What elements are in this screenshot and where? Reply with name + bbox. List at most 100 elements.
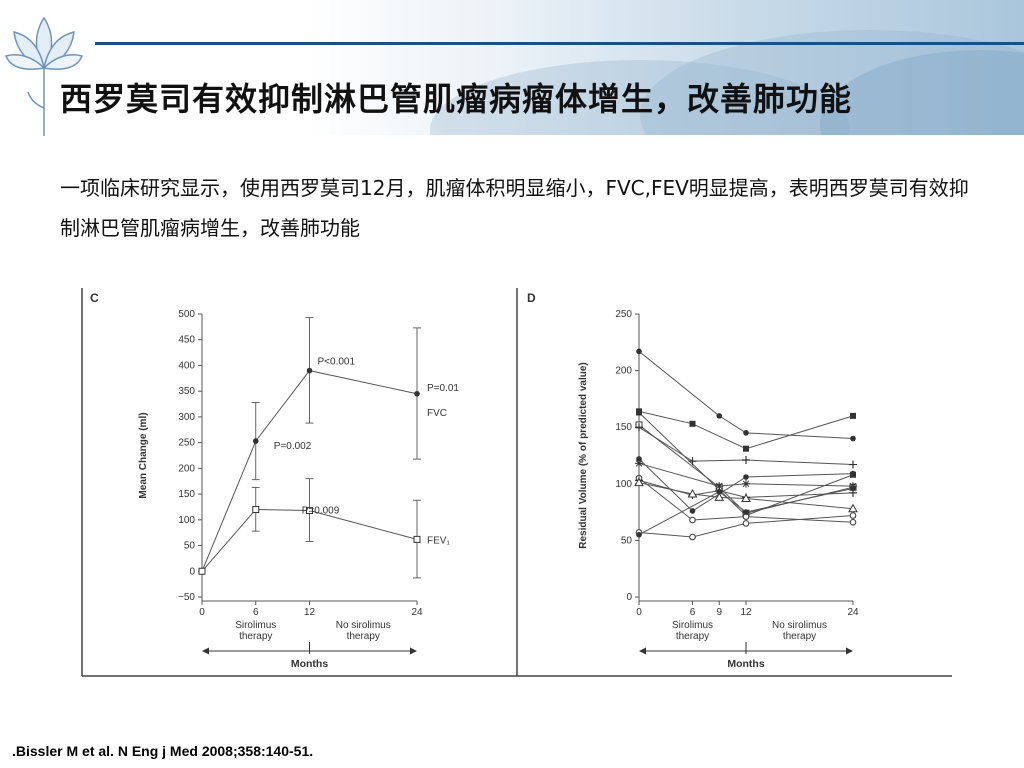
series-line — [638, 426, 854, 466]
phase-label: Sirolimus — [672, 620, 713, 631]
series-label: FEV₁ — [427, 535, 450, 546]
y-tick-label: 50 — [184, 541, 196, 552]
y-tick-label: 100 — [178, 515, 195, 526]
panel-c: C −50 0 50 100 150 200 250 300 350 400 450 500 0 6 12 24… — [90, 291, 459, 670]
data-point — [714, 492, 725, 501]
y-tick-label: 200 — [615, 366, 632, 377]
data-point — [850, 485, 856, 492]
y-tick-label: 200 — [178, 463, 195, 474]
data-point — [635, 423, 643, 432]
data-point — [743, 430, 749, 436]
data-point — [848, 503, 858, 513]
y-tick-label: 0 — [626, 592, 632, 603]
data-point — [716, 413, 723, 419]
panel-label: C — [90, 291, 99, 305]
x-axis-label: Months — [727, 658, 764, 670]
y-tick-label: 100 — [615, 479, 632, 490]
title-rule — [95, 42, 1024, 45]
data-point — [849, 512, 857, 519]
phase-label: No sirolimus — [336, 620, 391, 631]
series-line — [638, 410, 854, 450]
data-point — [198, 567, 206, 575]
x-tick-label: 0 — [636, 607, 642, 618]
series-line — [201, 509, 418, 572]
header-banner — [0, 0, 1024, 135]
y-tick-label: 350 — [178, 386, 195, 397]
series-line — [638, 462, 854, 487]
series-line — [201, 370, 418, 572]
data-point — [306, 367, 313, 374]
y-tick-label: 250 — [615, 309, 632, 320]
data-point — [252, 438, 259, 444]
p-value-label: P=0.009 — [302, 506, 340, 517]
data-point — [689, 516, 696, 524]
slide-body-text: 一项临床研究显示，使用西罗莫司12月，肌瘤体积明显缩小，FVC,FEV明显提高，… — [60, 176, 969, 240]
lotus-icon — [4, 16, 84, 136]
data-point — [636, 348, 642, 355]
data-point — [634, 477, 644, 487]
x-tick-label: 24 — [411, 607, 423, 618]
phase-label: Sirolimus — [235, 620, 276, 631]
panel-label: D — [527, 291, 536, 305]
data-point — [689, 420, 696, 427]
x-tick-label: 12 — [304, 607, 316, 618]
p-value-label: P=0.002 — [274, 441, 312, 452]
data-point — [850, 412, 856, 419]
data-point — [742, 520, 750, 527]
y-tick-label: 300 — [178, 412, 195, 423]
y-tick-label: 50 — [621, 535, 633, 546]
arrow-head-left — [639, 647, 646, 655]
data-point — [742, 456, 750, 465]
phase-label: No sirolimus — [772, 620, 827, 631]
data-point — [306, 507, 313, 515]
y-tick-label: 500 — [178, 309, 195, 320]
data-point — [716, 488, 723, 495]
data-point — [742, 479, 750, 488]
y-tick-label: 0 — [189, 566, 195, 577]
data-point — [414, 390, 420, 397]
series-label: FVC — [427, 408, 447, 419]
slide-title: 西罗莫司有效抑制淋巴管肌瘤病瘤体增生，改善肺功能 — [60, 80, 853, 118]
p-value-label: P<0.001 — [318, 357, 356, 368]
data-point — [635, 459, 643, 468]
data-point — [741, 493, 751, 503]
data-point — [715, 482, 724, 491]
x-axis-label: Months — [291, 658, 328, 670]
x-tick-label: 0 — [199, 607, 205, 618]
panel-d: D 0 50 100 150 200 250 0 6 9 12 24 Residual Volume (… — [527, 291, 859, 670]
y-tick-label: 150 — [178, 489, 195, 500]
y-tick-label: −50 — [178, 592, 195, 603]
x-tick-label: 12 — [740, 607, 752, 618]
y-tick-label: 250 — [178, 438, 195, 449]
arrow-head-right — [410, 647, 417, 655]
data-point — [252, 506, 260, 514]
x-tick-label: 24 — [847, 607, 859, 618]
data-point — [636, 531, 642, 538]
x-tick-label: 9 — [716, 607, 722, 618]
x-tick-label: 6 — [690, 607, 696, 618]
phase-label: therapy — [676, 631, 709, 642]
phase-label: therapy — [783, 631, 816, 642]
data-point — [689, 508, 696, 514]
data-point — [689, 533, 696, 541]
data-point — [743, 509, 749, 515]
data-point — [688, 457, 697, 466]
data-point — [687, 488, 698, 498]
phase-label: therapy — [239, 631, 272, 642]
y-tick-label: 150 — [615, 422, 632, 433]
p-value-label: P=0.01 — [427, 383, 459, 394]
data-point — [850, 435, 856, 442]
y-tick-label: 450 — [178, 335, 195, 346]
data-point — [636, 409, 642, 416]
data-point — [850, 470, 856, 477]
citation: .Bissler M et al. N Eng j Med 2008;358:1… — [12, 743, 314, 759]
data-point — [413, 535, 421, 543]
series-line — [638, 487, 854, 536]
series-line — [638, 350, 854, 440]
data-point — [743, 474, 749, 480]
y-tick-label: 400 — [178, 360, 195, 371]
arrow-head-left — [202, 647, 209, 655]
data-point — [636, 456, 642, 462]
data-point — [849, 460, 857, 469]
